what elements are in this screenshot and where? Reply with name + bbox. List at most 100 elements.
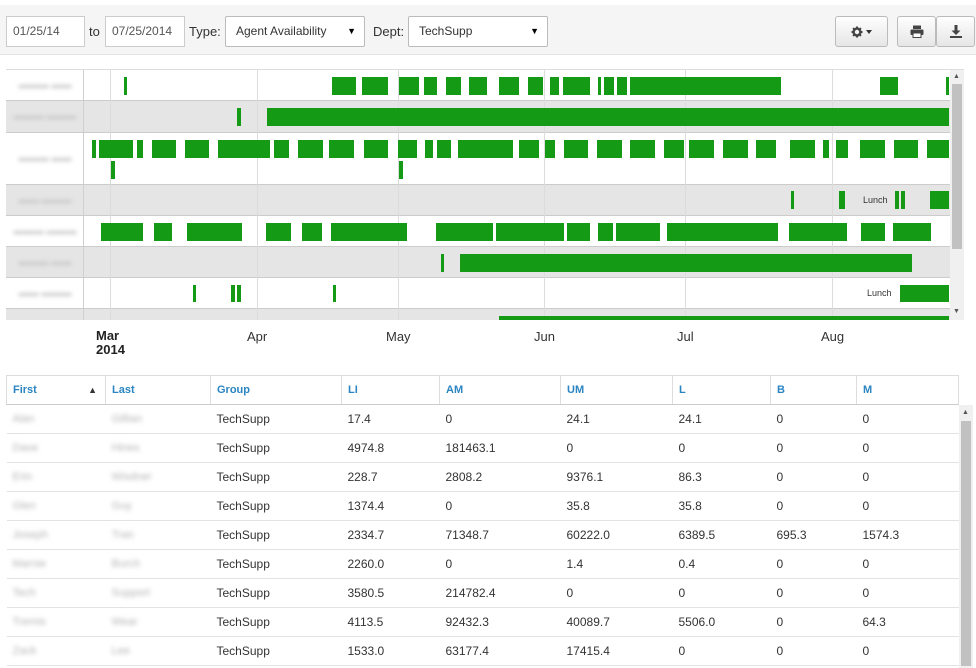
scroll-down-icon[interactable]: ▼ — [953, 308, 960, 315]
month-label-apr: Apr — [247, 329, 268, 344]
table-cell-um: 0 — [560, 578, 673, 608]
table-cell-li: 17.4 — [341, 404, 440, 434]
availability-bar — [630, 77, 781, 95]
table-cell-am: 0 — [439, 404, 561, 434]
table-cell-b: 0 — [770, 433, 857, 463]
to-date-input[interactable]: 07/25/2014 — [105, 16, 185, 47]
agent-name-blurred: ▬▬ ▬▬▬ — [18, 287, 72, 299]
table-cell-um: 17415.4 — [560, 636, 673, 666]
table-cell-li: 1374.4 — [341, 491, 440, 521]
column-header-am[interactable]: AM — [439, 375, 561, 405]
print-button[interactable] — [897, 16, 936, 47]
table-cell-first: Dave — [6, 433, 106, 463]
column-header-group[interactable]: Group — [210, 375, 342, 405]
availability-bar — [528, 77, 543, 95]
availability-bar — [790, 140, 815, 158]
agent-stats-table: First ▲ Last Group LI AM UM L B M Alan Gi… — [6, 375, 959, 666]
column-header-b[interactable]: B — [770, 375, 857, 405]
scrollbar-thumb[interactable] — [952, 84, 962, 249]
availability-bar — [92, 140, 96, 158]
table-row[interactable]: Alan Gillian TechSupp 17.4 0 24.1 24.1 0 0 — [6, 404, 959, 434]
table-cell-m: 0 — [856, 491, 959, 521]
type-select[interactable]: Agent Availability ▼ — [225, 16, 365, 47]
table-cell-m: 0 — [856, 404, 959, 434]
lunch-label: Lunch — [867, 288, 892, 298]
table-cell-group: TechSupp — [210, 462, 342, 492]
table-cell-li: 4974.8 — [341, 433, 440, 463]
agent-name-blurred: ▬▬▬ ▬▬ — [18, 153, 72, 164]
availability-bar — [839, 191, 845, 209]
settings-button[interactable] — [835, 16, 888, 47]
availability-bar — [789, 223, 847, 241]
table-cell-b: 0 — [770, 549, 857, 579]
table-row[interactable]: Glen Guy TechSupp 1374.4 0 35.8 35.8 0 0 — [6, 491, 959, 521]
column-header-li[interactable]: LI — [341, 375, 440, 405]
availability-bar — [124, 77, 127, 95]
table-cell-last: Gillian — [105, 404, 211, 434]
sort-asc-icon[interactable]: ▲ — [88, 385, 97, 395]
availability-bar — [154, 223, 172, 241]
type-label: Type: — [189, 24, 221, 39]
download-button[interactable] — [936, 16, 975, 47]
table-row[interactable]: Dave Hines TechSupp 4974.8 181463.1 0 0 0 0 — [6, 433, 959, 463]
column-header-m[interactable]: M — [856, 375, 959, 405]
table-cell-first: Erin — [6, 462, 106, 492]
dept-select[interactable]: TechSupp ▼ — [408, 16, 548, 47]
table-row[interactable]: Joseph Tran TechSupp 2334.7 71348.7 60222.0 63… — [6, 520, 959, 550]
availability-bar — [860, 140, 885, 158]
table-row[interactable]: Erin Wisdner TechSupp 228.7 2808.2 9376.1 86.3… — [6, 462, 959, 492]
table-cell-am: 0 — [439, 549, 561, 579]
column-header-l[interactable]: L — [672, 375, 771, 405]
availability-bar — [237, 285, 241, 302]
table-cell-b: 0 — [770, 404, 857, 434]
availability-bar — [436, 223, 493, 241]
availability-bar — [231, 285, 235, 302]
table-row[interactable]: Tremis Wear TechSupp 4113.5 92432.3 40089.7 55… — [6, 607, 959, 637]
table-cell-group: TechSupp — [210, 433, 342, 463]
table-scrollbar[interactable]: ▲ — [959, 405, 973, 668]
availability-bar — [927, 140, 949, 158]
month-label-aug: Aug — [821, 329, 845, 344]
column-header-first[interactable]: First ▲ — [6, 375, 106, 405]
type-select-value: Agent Availability — [236, 24, 327, 38]
table-cell-um: 24.1 — [560, 404, 673, 434]
table-cell-m: 0 — [856, 549, 959, 579]
availability-bar — [791, 191, 794, 209]
availability-bar — [99, 140, 133, 158]
table-cell-li: 3580.5 — [341, 578, 440, 608]
availability-bar — [111, 161, 115, 179]
table-cell-b: 0 — [770, 491, 857, 521]
table-cell-group: TechSupp — [210, 578, 342, 608]
table-cell-last: Burch — [105, 549, 211, 579]
availability-bar — [441, 254, 444, 272]
availability-bar — [861, 223, 885, 241]
table-row[interactable]: Zack Lee TechSupp 1533.0 63177.4 17415.4 0 0 0 — [6, 636, 959, 666]
availability-bar — [499, 316, 949, 320]
dept-label: Dept: — [373, 24, 405, 39]
column-header-last[interactable]: Last — [105, 375, 211, 405]
table-row[interactable]: Marnie Burch TechSupp 2260.0 0 1.4 0.4 0 0 — [6, 549, 959, 579]
scroll-up-icon[interactable]: ▲ — [962, 409, 969, 416]
availability-bar — [399, 77, 419, 95]
availability-bar — [880, 77, 898, 95]
scrollbar-thumb[interactable] — [961, 421, 971, 666]
dept-select-value: TechSupp — [419, 24, 473, 38]
availability-bar — [893, 223, 931, 241]
timeline-scrollbar[interactable]: ▲ ▼ — [950, 70, 964, 320]
caret-down-icon: ▼ — [530, 26, 539, 36]
availability-bar — [567, 223, 590, 241]
scroll-up-icon[interactable]: ▲ — [953, 73, 960, 80]
month-label-jun: Jun — [534, 329, 555, 344]
availability-bar — [496, 223, 564, 241]
column-header-um[interactable]: UM — [560, 375, 673, 405]
from-date-input[interactable]: 01/25/14 — [6, 16, 85, 47]
table-cell-um: 40089.7 — [560, 607, 673, 637]
agent-name-blurred: ▬▬▬ ▬▬ — [18, 79, 72, 91]
availability-bar — [458, 140, 513, 158]
agent-name-blurred: ▬▬▬ ▬▬▬ — [13, 225, 77, 237]
table-cell-m: 0 — [856, 636, 959, 666]
timeline-row: ▬▬▬ ▬▬ — [6, 133, 950, 185]
availability-bar — [362, 77, 388, 95]
table-row[interactable]: Tech Support TechSupp 3580.5 214782.4 0 0 0 0 — [6, 578, 959, 608]
agent-name-blurred: ▬▬ ▬▬▬ — [18, 194, 72, 206]
